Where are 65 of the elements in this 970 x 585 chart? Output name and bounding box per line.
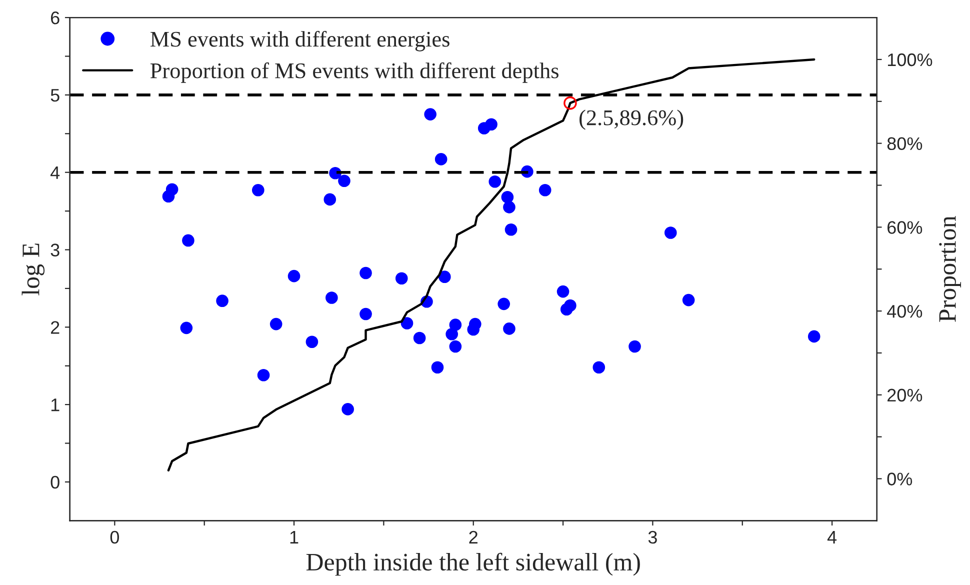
y2-tick-label: 100% xyxy=(888,53,932,66)
point xyxy=(360,308,372,320)
legend-label: Proportion of MS events with different depths xyxy=(150,62,558,83)
y-tick-label: 0 xyxy=(50,476,60,489)
x-tick-label: 2 xyxy=(469,530,478,544)
y2-axis-title: Proportion xyxy=(939,216,962,322)
point xyxy=(360,266,372,280)
y2-tick-label: 20% xyxy=(888,388,922,402)
point xyxy=(538,184,552,196)
point xyxy=(504,223,518,236)
point xyxy=(413,332,426,344)
point xyxy=(449,318,462,331)
point xyxy=(342,403,354,416)
point xyxy=(252,184,264,196)
y-axis-title: log E xyxy=(22,244,45,296)
y-tick-label: 3 xyxy=(50,244,60,256)
point xyxy=(485,118,498,131)
y2-tick-label: 60% xyxy=(888,221,922,234)
point xyxy=(182,234,194,247)
point xyxy=(628,340,641,353)
point xyxy=(556,285,570,298)
y-tick-label: 2 xyxy=(50,321,60,334)
y2-tick-label: 0% xyxy=(887,472,912,486)
point xyxy=(306,336,318,348)
point xyxy=(338,174,350,188)
point xyxy=(503,322,516,335)
x-tick-label: 4 xyxy=(827,531,837,544)
point xyxy=(501,190,514,204)
point xyxy=(326,292,338,304)
y2-tick-label: 80% xyxy=(887,137,922,150)
point xyxy=(216,294,228,307)
annotation: (2.5,89.6%) xyxy=(580,110,684,130)
x-tick-label: 0 xyxy=(110,530,119,544)
point xyxy=(180,322,193,334)
y-tick-label: 6 xyxy=(50,11,60,24)
point xyxy=(424,108,436,120)
point xyxy=(431,361,444,374)
point xyxy=(395,272,408,285)
point xyxy=(592,361,606,374)
point xyxy=(270,318,282,330)
y2-tick-label: 40% xyxy=(887,304,922,318)
x-tick-label: 1 xyxy=(290,531,298,544)
point xyxy=(400,317,414,330)
point xyxy=(467,323,480,336)
point xyxy=(449,340,462,353)
point xyxy=(808,330,820,343)
point xyxy=(257,368,270,382)
point xyxy=(288,270,300,282)
point xyxy=(664,226,677,239)
point xyxy=(434,153,448,166)
point xyxy=(564,299,576,312)
legend-label: MS events with different energies xyxy=(150,30,450,52)
x-axis-title: Depth inside the left sidewall (m) xyxy=(306,552,640,576)
point xyxy=(488,175,502,188)
point xyxy=(503,201,516,214)
point xyxy=(438,270,451,283)
point xyxy=(498,298,510,310)
y-tick-label: 5 xyxy=(50,89,60,102)
y-tick-label: 1 xyxy=(51,398,60,412)
point xyxy=(162,190,175,203)
point xyxy=(446,328,458,340)
y-tick-label: 4 xyxy=(50,166,60,179)
point xyxy=(682,294,695,306)
point xyxy=(324,193,336,206)
x-tick-label: 3 xyxy=(648,530,657,544)
